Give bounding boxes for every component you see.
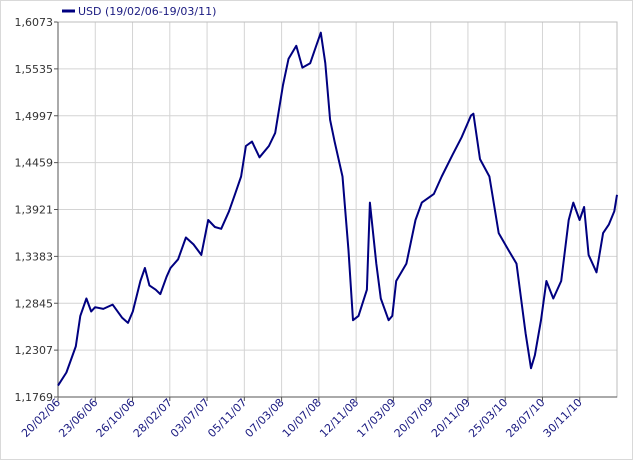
- legend-label: USD (19/02/06-19/03/11): [78, 5, 216, 18]
- y-tick-label: 1,1769: [15, 391, 54, 404]
- y-tick-label: 1,2307: [15, 344, 54, 357]
- y-tick-label: 1,2845: [15, 297, 54, 310]
- y-tick-label: 1,3383: [15, 250, 54, 263]
- y-tick-label: 1,5535: [15, 63, 54, 76]
- y-tick-labels: 1,6073 1,5535 1,4997 1,4459 1,3921 1,3383 1,28…: [15, 16, 54, 404]
- y-tick-label: 1,4997: [15, 110, 54, 123]
- series-layer: [57, 31, 618, 387]
- y-tick-label: 1,3921: [15, 204, 54, 217]
- grid-lines: [58, 22, 617, 397]
- series-line-usd: [57, 31, 618, 387]
- y-tick-label: 1,6073: [15, 16, 54, 29]
- y-tick-label: 1,4459: [15, 157, 54, 170]
- legend: USD (19/02/06-19/03/11): [62, 5, 216, 18]
- axes: [54, 21, 618, 401]
